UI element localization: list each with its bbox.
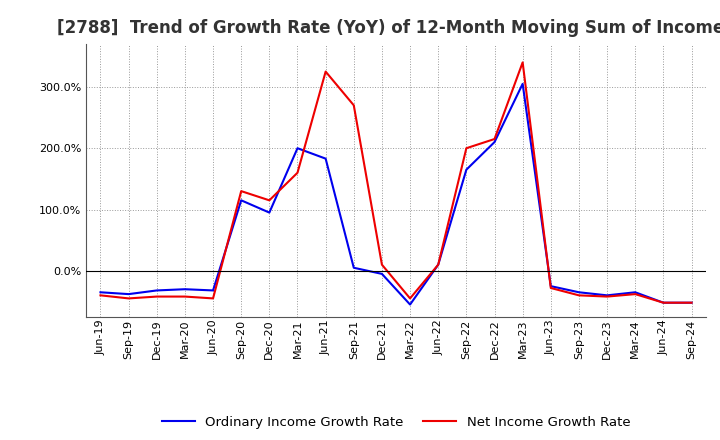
Ordinary Income Growth Rate: [518, 81, 527, 87]
Net Income Growth Rate: [490, 136, 499, 142]
Legend: Ordinary Income Growth Rate, Net Income Growth Rate: Ordinary Income Growth Rate, Net Income …: [156, 411, 636, 434]
Ordinary Income Growth Rate: [377, 271, 386, 276]
Ordinary Income Growth Rate: [406, 302, 415, 307]
Ordinary Income Growth Rate: [265, 210, 274, 215]
Ordinary Income Growth Rate: [687, 300, 696, 305]
Ordinary Income Growth Rate: [321, 156, 330, 161]
Net Income Growth Rate: [546, 286, 555, 291]
Ordinary Income Growth Rate: [96, 290, 105, 295]
Net Income Growth Rate: [434, 262, 443, 268]
Net Income Growth Rate: [293, 170, 302, 176]
Ordinary Income Growth Rate: [575, 290, 583, 295]
Ordinary Income Growth Rate: [603, 293, 611, 298]
Ordinary Income Growth Rate: [659, 300, 667, 305]
Ordinary Income Growth Rate: [434, 262, 443, 268]
Ordinary Income Growth Rate: [209, 288, 217, 293]
Net Income Growth Rate: [659, 300, 667, 305]
Net Income Growth Rate: [96, 293, 105, 298]
Ordinary Income Growth Rate: [349, 265, 358, 271]
Net Income Growth Rate: [518, 60, 527, 65]
Line: Ordinary Income Growth Rate: Ordinary Income Growth Rate: [101, 84, 691, 304]
Ordinary Income Growth Rate: [237, 198, 246, 203]
Ordinary Income Growth Rate: [631, 290, 639, 295]
Ordinary Income Growth Rate: [546, 283, 555, 289]
Ordinary Income Growth Rate: [293, 146, 302, 151]
Ordinary Income Growth Rate: [125, 291, 133, 297]
Net Income Growth Rate: [406, 296, 415, 301]
Net Income Growth Rate: [575, 293, 583, 298]
Ordinary Income Growth Rate: [490, 139, 499, 145]
Net Income Growth Rate: [265, 198, 274, 203]
Net Income Growth Rate: [377, 262, 386, 268]
Net Income Growth Rate: [209, 296, 217, 301]
Net Income Growth Rate: [153, 294, 161, 299]
Net Income Growth Rate: [321, 69, 330, 74]
Ordinary Income Growth Rate: [153, 288, 161, 293]
Ordinary Income Growth Rate: [462, 167, 471, 172]
Net Income Growth Rate: [687, 300, 696, 305]
Net Income Growth Rate: [349, 103, 358, 108]
Ordinary Income Growth Rate: [181, 286, 189, 292]
Net Income Growth Rate: [462, 146, 471, 151]
Title: [2788]  Trend of Growth Rate (YoY) of 12-Month Moving Sum of Incomes: [2788] Trend of Growth Rate (YoY) of 12-…: [58, 19, 720, 37]
Line: Net Income Growth Rate: Net Income Growth Rate: [101, 62, 691, 303]
Net Income Growth Rate: [631, 291, 639, 297]
Net Income Growth Rate: [237, 188, 246, 194]
Net Income Growth Rate: [125, 296, 133, 301]
Net Income Growth Rate: [181, 294, 189, 299]
Net Income Growth Rate: [603, 294, 611, 299]
